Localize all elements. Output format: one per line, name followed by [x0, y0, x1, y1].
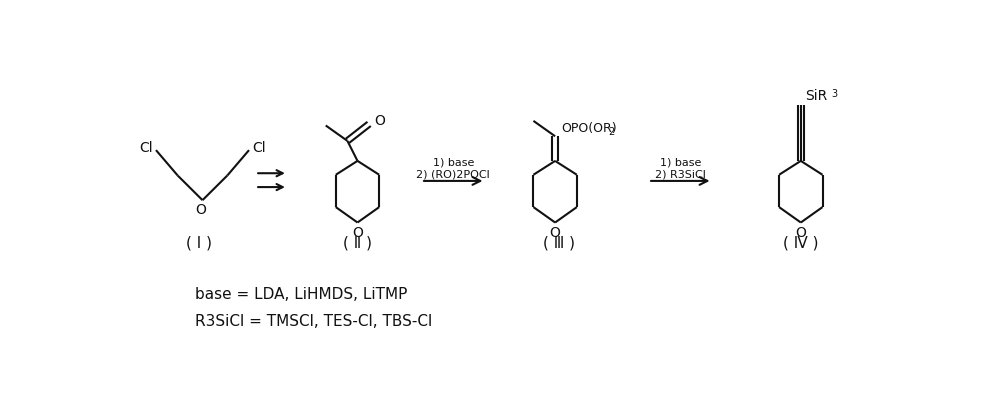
Text: 2) (RO)2POCl: 2) (RO)2POCl — [416, 169, 490, 179]
Text: ( Ⅰ ): ( Ⅰ ) — [186, 235, 212, 250]
Text: O: O — [374, 114, 385, 128]
Text: ( Ⅲ ): ( Ⅲ ) — [543, 235, 575, 250]
Text: R3SiCl = TMSCl, TES-Cl, TBS-Cl: R3SiCl = TMSCl, TES-Cl, TBS-Cl — [195, 314, 432, 328]
Text: 2: 2 — [609, 126, 615, 137]
Text: ( Ⅳ ): ( Ⅳ ) — [783, 235, 819, 250]
Text: O: O — [196, 203, 206, 217]
Text: 1) base: 1) base — [660, 157, 701, 167]
Text: 2) R3SiCl: 2) R3SiCl — [655, 169, 706, 179]
Text: 1) base: 1) base — [433, 157, 474, 167]
Text: Cl: Cl — [139, 141, 153, 155]
Text: ( Ⅱ ): ( Ⅱ ) — [343, 235, 372, 250]
Text: Cl: Cl — [252, 141, 266, 155]
Text: O: O — [795, 225, 806, 240]
Text: O: O — [550, 225, 561, 240]
Text: 3: 3 — [831, 89, 837, 99]
Text: O: O — [352, 225, 363, 240]
Text: OPO(OR): OPO(OR) — [561, 122, 617, 135]
Text: base = LDA, LiHMDS, LiTMP: base = LDA, LiHMDS, LiTMP — [195, 286, 407, 302]
Text: SiR: SiR — [805, 89, 827, 103]
